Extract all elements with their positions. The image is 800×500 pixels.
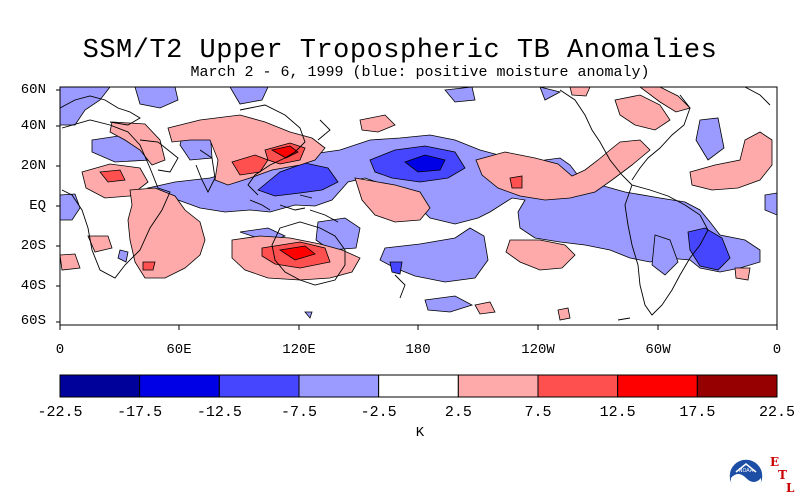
lat-label-20n: 20N xyxy=(20,158,46,174)
colorbar-tick-label: 2.5 xyxy=(444,404,472,421)
colorbar-swatch xyxy=(218,374,300,398)
lon-label-0: 0 xyxy=(55,342,65,358)
colorbar-tick-label: -22.5 xyxy=(37,404,83,421)
colorbar-tick-label: -2.5 xyxy=(360,404,397,421)
lat-label-60s: 60S xyxy=(20,313,46,329)
positive-anomaly-light xyxy=(60,87,773,321)
lon-label-60w: 60W xyxy=(645,342,671,358)
colorbar-tick-label: 17.5 xyxy=(679,404,716,421)
lon-label-60e: 60E xyxy=(166,342,192,358)
coastlines xyxy=(60,87,771,321)
anomaly-field xyxy=(60,87,777,325)
lat-label-60n: 60N xyxy=(20,82,46,98)
colorbar-tick-label: 12.5 xyxy=(599,404,636,421)
negative-anomaly-strong xyxy=(404,154,446,173)
colorbar-tick-label: 22.5 xyxy=(758,404,795,421)
negative-anomaly-medium xyxy=(257,145,731,275)
colorbar-swatch xyxy=(696,374,778,398)
colorbar-swatch xyxy=(378,374,459,398)
colorbar-swatch xyxy=(457,374,539,398)
colorbar xyxy=(59,374,778,398)
colorbar-swatch xyxy=(139,374,220,398)
colorbar-tick-label: 7.5 xyxy=(524,404,552,421)
map-subtitle: March 2 - 6, 1999 (blue: positive moistu… xyxy=(190,64,650,81)
lat-label-eq: EQ xyxy=(29,198,46,214)
map-title: SSM/T2 Upper Tropospheric TB Anomalies xyxy=(82,36,718,66)
positive-anomaly-strong xyxy=(270,145,316,261)
lon-label-120w: 120W xyxy=(521,342,555,358)
logo-letter-e: E xyxy=(770,455,780,469)
lat-label-40n: 40N xyxy=(20,118,46,134)
colorbar-swatch xyxy=(298,374,380,398)
lon-label-120e: 120E xyxy=(282,342,316,358)
colorbar-swatch xyxy=(537,374,619,398)
lon-label-0-east: 0 xyxy=(772,342,782,358)
lat-label-40s: 40S xyxy=(20,278,46,294)
logo-letter-l: L xyxy=(786,481,795,495)
colorbar-tick-label: -12.5 xyxy=(196,404,242,421)
lon-label-180: 180 xyxy=(405,342,431,358)
noaa-logo-text: NOAA xyxy=(739,468,754,474)
colorbar-tick-label: -7.5 xyxy=(280,404,317,421)
colorbar-swatch xyxy=(617,374,698,398)
lat-label-20s: 20S xyxy=(20,238,46,254)
logo-letter-t: T xyxy=(778,468,787,482)
colorbar-swatch xyxy=(59,374,141,398)
colorbar-unit: K xyxy=(415,425,425,441)
noaa-etl-logo: NOAA xyxy=(728,458,764,494)
colorbar-tick-label: -17.5 xyxy=(117,404,163,421)
axis-ticks xyxy=(56,89,778,330)
